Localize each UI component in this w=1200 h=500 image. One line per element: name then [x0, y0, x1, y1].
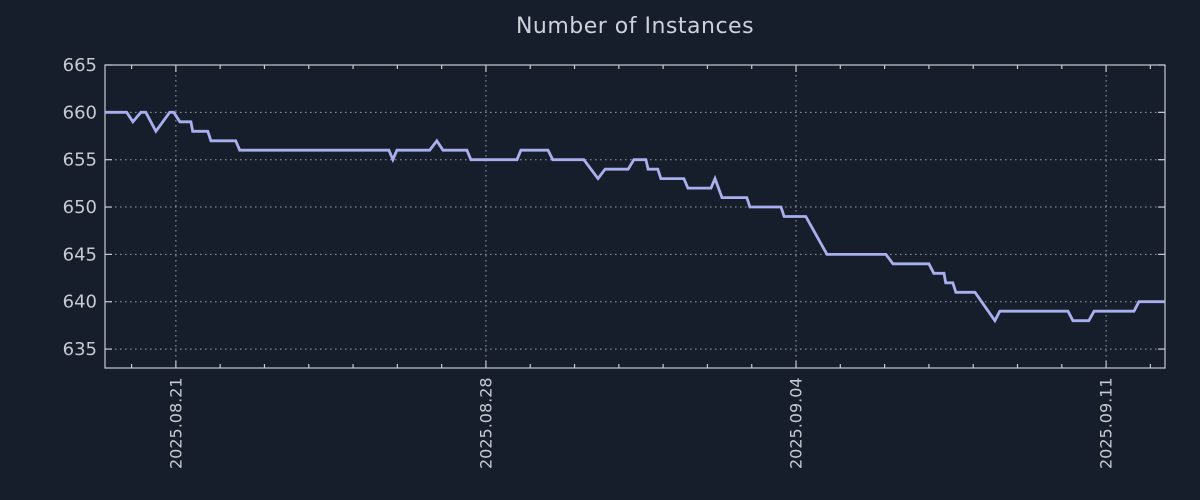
x-tick-label: 2025.08.28	[476, 377, 495, 469]
chart-title: Number of Instances	[515, 14, 755, 39]
x-tick-label: 2025.09.04	[787, 377, 806, 469]
data-line	[105, 110, 1165, 324]
y-tick-label: 645	[63, 244, 97, 265]
y-tick-label: 660	[63, 102, 97, 123]
y-tick-label: 640	[63, 292, 97, 313]
y-tick-label: 655	[63, 150, 97, 171]
y-tick-label: 665	[63, 55, 97, 76]
y-tick-label: 635	[63, 339, 97, 360]
plot-frame	[104, 64, 1166, 369]
y-tick-label: 650	[63, 197, 97, 218]
x-tick-label: 2025.09.11	[1097, 377, 1116, 469]
x-tick-label: 2025.08.21	[166, 377, 185, 469]
